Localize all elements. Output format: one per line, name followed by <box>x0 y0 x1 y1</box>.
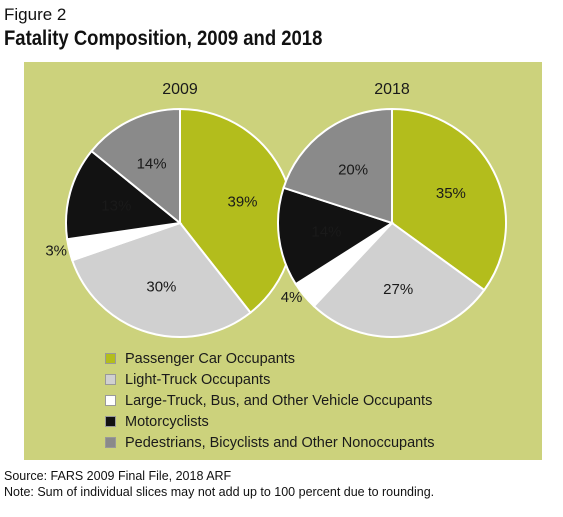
legend: Passenger Car Occupants Light-Truck Occu… <box>105 348 434 453</box>
legend-item-large-truck: Large-Truck, Bus, and Other Vehicle Occu… <box>105 390 434 411</box>
data-label-large-truck: 3% <box>45 242 67 259</box>
data-label-pedestrians: 20% <box>338 162 368 179</box>
pie-slice-light-truck <box>312 221 486 338</box>
legend-label: Light-Truck Occupants <box>125 371 271 388</box>
data-label-large-truck: 4% <box>281 289 303 306</box>
figure-label: Figure 2 <box>4 5 67 24</box>
pie-slice-pedestrians <box>282 107 393 225</box>
data-label-motorcyclists: 14% <box>311 223 341 240</box>
pie-2018 <box>277 107 507 338</box>
pie-slice-motorcyclists <box>65 149 183 241</box>
pie-charts: 2009 39% 30% 3% 13% 14% 2018 35% 27% 4% 14% 20% <box>45 81 507 338</box>
legend-label: Large-Truck, Bus, and Other Vehicle Occu… <box>125 392 433 409</box>
pie-title: 2018 <box>374 81 410 98</box>
footer: Source: FARS 2009 Final File, 2018 ARF N… <box>4 468 434 500</box>
rounding-note: Note: Sum of individual slices may not a… <box>4 485 435 499</box>
data-label-passenger-car: 39% <box>227 193 257 210</box>
pie-slice-motorcyclists <box>277 186 395 286</box>
legend-swatch <box>105 437 116 448</box>
legend-label: Pedestrians, Bicyclists and Other Nonocc… <box>125 434 435 451</box>
chart-panel: 2009 39% 30% 3% 13% 14% 2018 35% 27% 4% 14% 20% Pas… <box>24 62 542 460</box>
pie-title: 2009 <box>162 81 198 98</box>
data-label-passenger-car: 35% <box>436 185 466 202</box>
legend-label: Passenger Car Occupants <box>125 350 296 367</box>
data-label-light-truck: 27% <box>383 281 413 298</box>
legend-item-light-truck: Light-Truck Occupants <box>105 369 434 390</box>
legend-swatch <box>105 374 116 385</box>
legend-item-motorcyclists: Motorcyclists <box>105 411 434 432</box>
data-label-motorcyclists: 13% <box>101 197 131 214</box>
legend-item-pedestrians: Pedestrians, Bicyclists and Other Nonocc… <box>105 432 434 453</box>
source-note: Source: FARS 2009 Final File, 2018 ARF <box>4 469 232 483</box>
legend-label: Motorcyclists <box>125 413 209 430</box>
data-label-pedestrians: 14% <box>137 155 167 172</box>
pie-2009 <box>65 107 295 338</box>
figure-title: Fatality Composition, 2009 and 2018 <box>4 27 323 50</box>
legend-swatch <box>105 353 116 364</box>
data-label-light-truck: 30% <box>146 278 176 295</box>
pie-slice-pedestrians <box>90 107 181 226</box>
legend-item-passenger-car: Passenger Car Occupants <box>105 348 434 369</box>
pie-slice-passenger-car <box>391 107 507 292</box>
legend-swatch <box>105 416 116 427</box>
pie-slice-light-truck <box>70 221 252 338</box>
legend-swatch <box>105 395 116 406</box>
